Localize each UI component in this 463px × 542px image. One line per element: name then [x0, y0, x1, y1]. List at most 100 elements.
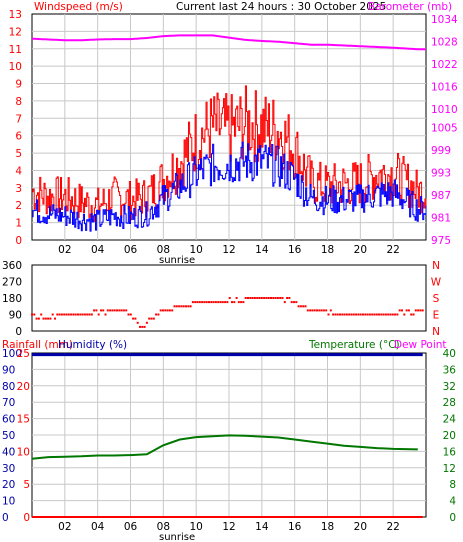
- temp-x-ticks: 02 04 06 08 10 12 14 16 18 20 22: [58, 521, 400, 533]
- direction-point-87: [231, 301, 233, 304]
- direction-point-8: [49, 317, 52, 320]
- direction-point-10: [54, 317, 56, 320]
- direction-point-129: [327, 313, 330, 316]
- direction-point-13: [60, 313, 63, 316]
- direction-point-94: [247, 297, 249, 299]
- direction-point-74: [201, 301, 204, 304]
- direction-point-66: [182, 305, 185, 308]
- temperature-ytick-32: 32: [443, 381, 456, 393]
- direction-point-117: [299, 305, 302, 308]
- compass-tick-4: N: [432, 260, 440, 272]
- direction-point-53: [152, 317, 155, 320]
- direction-point-128: [325, 309, 328, 312]
- direction-point-97: [253, 297, 256, 299]
- direction-point-130: [329, 309, 332, 312]
- direction-point-155: [387, 313, 390, 316]
- direction-point-90: [237, 301, 240, 304]
- temperature-ytick-28: 28: [443, 397, 456, 409]
- dir-ytick-180: 180: [2, 293, 22, 305]
- direction-point-166: [412, 313, 415, 316]
- direction-point-29: [97, 313, 100, 316]
- direction-point-76: [205, 301, 208, 304]
- direction-point-95: [249, 297, 252, 299]
- temperature-ytick-36: 36: [443, 364, 457, 376]
- direction-point-31: [102, 309, 105, 312]
- direction-point-131: [332, 313, 335, 316]
- windspeed-axis-label: Windspeed (m/s): [34, 1, 123, 13]
- direction-point-35: [111, 309, 114, 312]
- direction-point-145: [364, 313, 367, 316]
- direction-point-41: [125, 309, 128, 312]
- direction-point-17: [70, 313, 73, 316]
- direction-point-89: [235, 297, 238, 299]
- direction-point-55: [157, 313, 160, 316]
- direction-point-42: [127, 313, 130, 316]
- direction-point-11: [56, 313, 59, 316]
- direction-point-163: [405, 309, 408, 312]
- wind-ytick-8: 8: [15, 96, 22, 108]
- direction-point-91: [240, 301, 243, 304]
- temperature-ytick-12: 12: [443, 463, 456, 475]
- humidity-ytick-70: 70: [2, 397, 15, 409]
- wind-ytick-0: 0: [15, 235, 22, 247]
- direction-point-63: [175, 305, 178, 308]
- sunrise-label: sunrise: [159, 255, 195, 266]
- direction-point-152: [380, 313, 383, 316]
- direction-point-111: [286, 297, 289, 299]
- direction-point-146: [366, 313, 369, 316]
- direction-point-82: [219, 301, 222, 304]
- direction-point-118: [302, 305, 305, 308]
- direction-point-169: [419, 309, 422, 312]
- temperature-ticks: 0 4 8 12 16 20 24 28 32 36 40: [443, 348, 457, 524]
- compass-tick-3: W: [431, 277, 442, 289]
- direction-point-52: [150, 317, 153, 320]
- direction-point-103: [267, 297, 270, 299]
- direction-point-48: [141, 325, 144, 328]
- direction-point-158: [394, 313, 397, 316]
- average-series-line: [32, 141, 427, 232]
- temp-xtick-08: 08: [157, 521, 170, 533]
- direction-point-86: [228, 297, 231, 299]
- direction-point-159: [396, 313, 399, 316]
- direction-point-30: [100, 309, 102, 312]
- direction-point-92: [242, 301, 245, 304]
- rainfall-ytick-25: 25: [17, 348, 30, 360]
- direction-point-167: [414, 309, 417, 312]
- direction-point-20: [77, 313, 79, 316]
- direction-point-84: [224, 301, 227, 304]
- direction-point-57: [162, 309, 164, 312]
- wind-ytick-6: 6: [15, 131, 22, 143]
- direction-point-123: [313, 309, 316, 312]
- direction-point-37: [116, 309, 118, 312]
- direction-point-104: [270, 297, 272, 299]
- wind-ytick-10: 10: [9, 61, 22, 73]
- baro-ytick-1016: 1016: [431, 81, 458, 93]
- direction-point-96: [251, 297, 254, 299]
- direction-point-85: [226, 301, 229, 304]
- humidity-ytick-60: 60: [2, 414, 15, 426]
- direction-point-12: [58, 313, 61, 316]
- temp-xtick-12: 12: [222, 521, 235, 533]
- compass-tick-0: N: [432, 326, 440, 338]
- temp-xtick-10: 10: [189, 521, 202, 533]
- direction-point-149: [373, 313, 376, 316]
- humidity-ytick-0: 0: [2, 512, 9, 524]
- direction-point-142: [357, 313, 360, 316]
- direction-point-81: [217, 301, 220, 304]
- wind-xtick-06: 06: [124, 244, 138, 256]
- direction-point-71: [194, 301, 197, 304]
- temp-xtick-16: 16: [288, 521, 302, 533]
- temperature-axis-label: Temperature (°C): [308, 339, 400, 351]
- direction-point-34: [109, 309, 112, 312]
- direction-point-106: [274, 297, 277, 299]
- direction-point-43: [129, 313, 132, 316]
- temperature-ytick-24: 24: [443, 414, 457, 426]
- direction-point-124: [316, 309, 318, 312]
- direction-point-18: [72, 313, 75, 316]
- direction-point-116: [297, 305, 300, 308]
- baro-ytick-1005: 1005: [431, 123, 458, 135]
- wind-ytick-12: 12: [9, 26, 22, 38]
- direction-point-26: [90, 313, 93, 316]
